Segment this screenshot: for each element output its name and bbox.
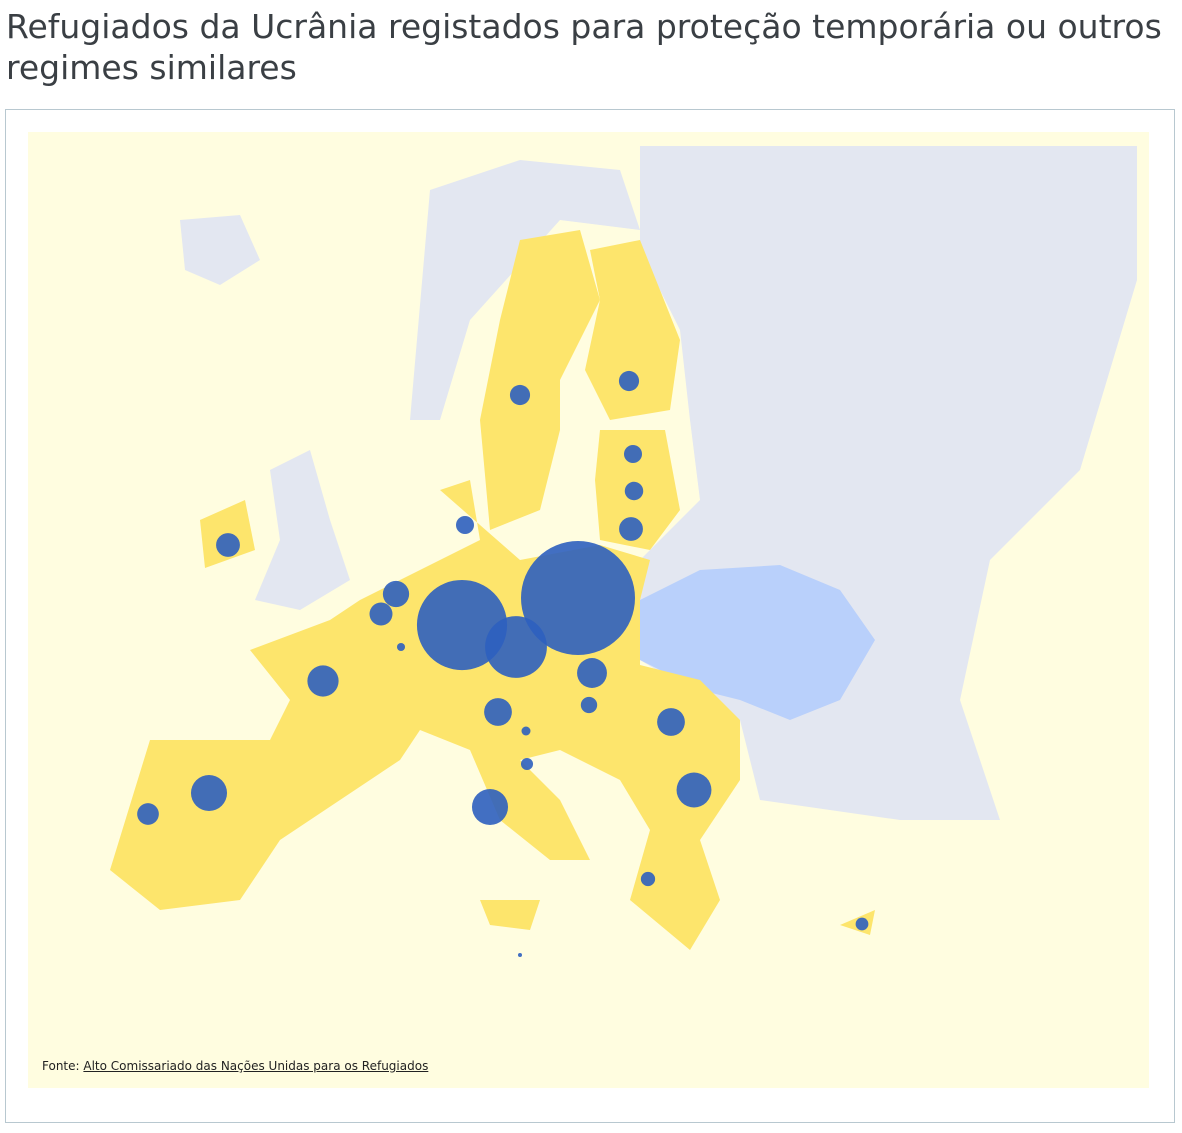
bubble xyxy=(396,642,406,652)
bubble xyxy=(455,515,475,535)
bubble xyxy=(190,774,228,812)
bubble xyxy=(216,533,240,557)
finland-shape xyxy=(585,240,680,420)
bubble xyxy=(416,579,508,671)
bubble xyxy=(471,788,509,826)
bubble xyxy=(657,708,685,736)
bubble xyxy=(382,580,410,608)
bubble xyxy=(307,665,339,697)
map-frame xyxy=(5,109,1175,1123)
title: Refugiados da Ucrânia registados para pr… xyxy=(6,7,1162,87)
bubble xyxy=(855,917,869,931)
iceland xyxy=(180,215,260,285)
source-label: Fonte: xyxy=(42,1059,80,1073)
bubble xyxy=(623,444,643,464)
bubble xyxy=(484,698,512,726)
bubble xyxy=(369,602,393,626)
sicily-shape xyxy=(480,900,540,930)
bubble xyxy=(580,696,598,714)
norway xyxy=(410,160,640,420)
bubble xyxy=(520,757,534,771)
source: Fonte: Alto Comissariado das Nações Unid… xyxy=(42,1059,428,1073)
bubble xyxy=(624,481,644,501)
bubble xyxy=(521,726,531,736)
bubble xyxy=(485,616,547,678)
bubble xyxy=(618,370,640,392)
bubble xyxy=(640,871,656,887)
great-britain xyxy=(255,450,350,610)
bubble xyxy=(521,541,635,655)
sweden-shape xyxy=(480,230,600,530)
bubble xyxy=(577,658,607,688)
source-link[interactable]: Alto Comissariado das Nações Unidas para… xyxy=(83,1059,429,1073)
bubble xyxy=(517,952,523,958)
bubble xyxy=(509,384,531,406)
bubble xyxy=(137,803,159,825)
bubble xyxy=(676,772,712,808)
bubble xyxy=(619,517,643,541)
